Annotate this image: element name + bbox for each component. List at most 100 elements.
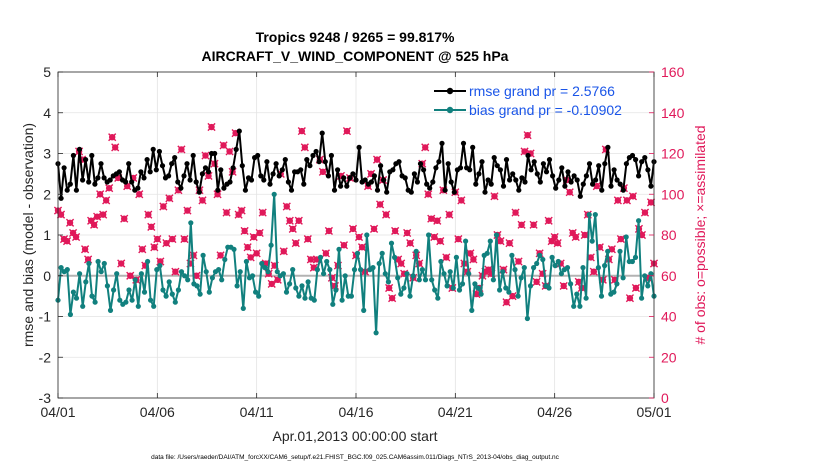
bias-marker (632, 254, 639, 260)
rmse-marker (193, 179, 199, 185)
obs-assimilated-marker (102, 196, 111, 205)
obs-assimilated-marker (628, 192, 638, 201)
bias-marker (401, 285, 407, 291)
bias-marker (64, 267, 70, 273)
bias-marker (592, 212, 598, 218)
rmse-marker (328, 152, 334, 159)
obs-assimilated-marker (424, 190, 433, 199)
bias-marker (509, 252, 515, 258)
rmse-marker (316, 159, 322, 165)
obs-assimilated-marker (490, 192, 499, 201)
obs-assimilated-marker (571, 232, 580, 242)
bias-marker (151, 303, 157, 309)
bias-marker (95, 258, 101, 265)
obs-assimilated-marker (517, 220, 526, 229)
bias-marker (327, 267, 333, 273)
bias-marker (259, 260, 265, 267)
obs-assimilated-marker (318, 167, 327, 176)
rmse-marker (175, 179, 181, 185)
bias-marker (382, 271, 388, 277)
bias-marker (404, 271, 410, 277)
rmse-marker (172, 155, 178, 161)
obs-assimilated-marker (631, 283, 641, 293)
obs-assimilated-marker (150, 243, 159, 252)
obs-assimilated-marker (180, 234, 189, 244)
bias-marker (466, 271, 472, 277)
obs-assimilated-marker (397, 259, 406, 268)
rmse-marker (516, 187, 522, 193)
bias-marker (154, 267, 160, 273)
obs-assimilated-marker (117, 259, 126, 268)
bias-marker (552, 263, 558, 269)
obs-assimilated-marker (427, 214, 436, 223)
chart-title-line-2: AIRCRAFT_V_WIND_COMPONENT @ 525 hPa (202, 48, 509, 64)
rmse-marker (304, 157, 310, 163)
bias-marker (450, 285, 456, 291)
bias-marker (123, 299, 129, 305)
rmse-marker (593, 177, 599, 183)
rmse-marker (212, 150, 218, 157)
rmse-marker (98, 161, 104, 167)
bias-marker (203, 269, 209, 275)
rmse-marker (362, 177, 368, 183)
rmse-marker (491, 155, 497, 161)
rmse-marker (562, 183, 568, 189)
rmse-marker (288, 187, 295, 193)
rmse-marker (381, 177, 387, 183)
obs-assimilated-marker (300, 143, 309, 152)
bias-marker (314, 267, 320, 273)
bias-marker (293, 285, 299, 291)
obs-assimilated-marker (430, 232, 439, 242)
obs-assimilated-marker (225, 147, 234, 156)
obs-assimilated-marker (99, 210, 108, 219)
rmse-marker (374, 187, 381, 193)
left-y-tick-label: 4 (43, 105, 51, 121)
obs-assimilated-marker (496, 237, 505, 246)
bias-marker (568, 281, 574, 287)
bias-marker (441, 271, 447, 277)
legend-bias-label: bias grand pr = -0.10902 (469, 102, 622, 118)
bias-marker (58, 265, 64, 271)
bias-marker (469, 307, 475, 313)
bias-marker (129, 297, 135, 303)
bias-marker (580, 265, 586, 271)
rmse-marker (494, 163, 500, 169)
rmse-marker (184, 161, 190, 167)
bias-marker (531, 265, 537, 271)
obs-assimilated-marker (436, 237, 445, 246)
obs-assimilated-marker (357, 243, 367, 252)
rmse-marker (546, 157, 553, 163)
obs-assimilated-marker (589, 267, 598, 276)
rmse-marker (196, 189, 202, 195)
obs-assimilated-marker (505, 239, 514, 248)
bias-series (55, 191, 657, 336)
rmse-marker (344, 183, 350, 189)
bias-marker (623, 234, 629, 240)
rmse-marker (258, 173, 264, 179)
bias-marker (80, 303, 86, 309)
obs-assimilated-marker (138, 245, 147, 254)
rmse-marker (233, 146, 239, 152)
bias-marker (209, 275, 215, 281)
bias-marker (426, 232, 432, 238)
bias-marker (200, 252, 206, 258)
obs-assimilated-marker (282, 202, 291, 211)
rmse-series (55, 128, 657, 201)
bias-marker (351, 267, 358, 273)
bias-marker (577, 303, 583, 309)
obs-assimilated-marker (616, 234, 625, 244)
rmse-marker (402, 175, 408, 181)
rmse-marker (153, 167, 159, 173)
rmse-marker (445, 161, 451, 167)
rmse-marker (577, 193, 583, 199)
bias-marker (419, 267, 425, 273)
obs-assimilated-marker (71, 232, 81, 242)
bias-marker (620, 275, 626, 281)
bias-marker (274, 269, 280, 275)
bias-marker (141, 289, 148, 295)
bias-marker (487, 238, 493, 244)
bias-marker (194, 283, 200, 289)
rmse-marker (384, 189, 390, 195)
rmse-marker (642, 155, 648, 161)
obs-assimilated-marker (159, 202, 168, 211)
